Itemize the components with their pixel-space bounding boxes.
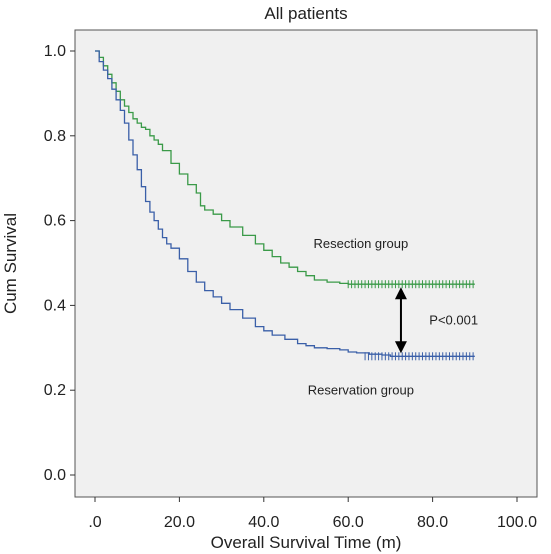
annotations: Resection group Reservation group P<0.001 <box>308 236 478 397</box>
series-line <box>95 50 475 357</box>
x-axis: .0 20.0 40.0 60.0 80.0 100.0 <box>88 497 537 531</box>
difference-arrow <box>394 287 407 354</box>
arrow-head-down <box>394 341 407 354</box>
annotation-label: Resection group <box>314 236 409 251</box>
series-layer <box>95 50 475 361</box>
x-tick-label: .0 <box>88 514 101 531</box>
x-tick-label: 60.0 <box>333 514 364 531</box>
arrow-head-up <box>394 287 407 300</box>
plot-area <box>74 29 538 498</box>
y-axis-title: Cum Survival <box>1 213 20 314</box>
y-tick-label: 0.4 <box>44 297 66 314</box>
y-tick-label: 0.6 <box>44 213 66 230</box>
x-axis-title: Overall Survival Time (m) <box>211 533 402 552</box>
y-tick-label: 0.8 <box>44 128 66 145</box>
y-tick-label: 0.2 <box>44 382 66 399</box>
x-tick-label: 20.0 <box>164 514 195 531</box>
annotation-label: P<0.001 <box>429 312 478 327</box>
y-tick-label: 1.0 <box>44 43 66 60</box>
y-tick-label: 0.0 <box>44 467 66 484</box>
y-axis: 0.0 0.2 0.4 0.6 0.8 1.0 <box>44 43 75 484</box>
annotation-label: Reservation group <box>308 382 414 397</box>
x-tick-label: 100.0 <box>497 514 537 531</box>
series-line <box>95 50 475 285</box>
x-tick-label: 40.0 <box>248 514 279 531</box>
x-tick-label: 80.0 <box>417 514 448 531</box>
chart-title: All patients <box>264 4 347 23</box>
